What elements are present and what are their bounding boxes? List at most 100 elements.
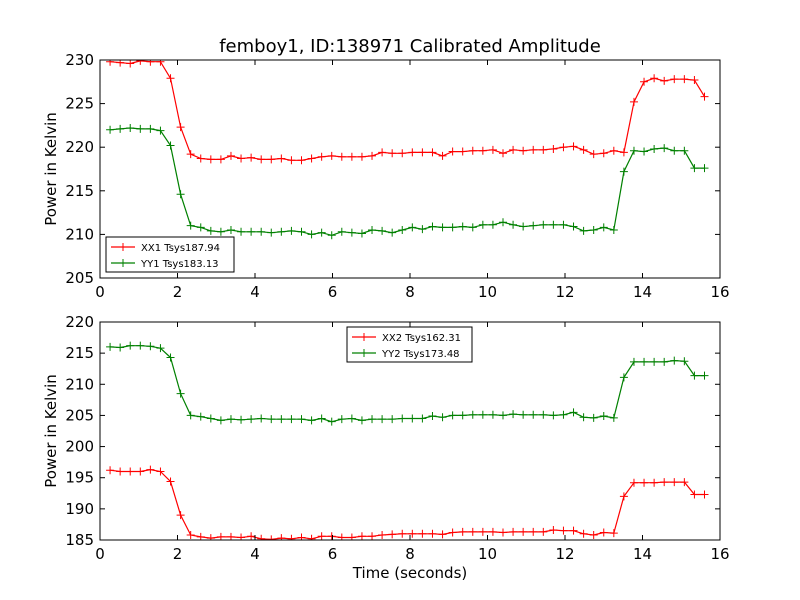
legend-marker [119,259,127,267]
data-point [458,222,467,231]
data-point [196,412,205,421]
data-point [307,416,316,425]
plot-area [106,341,709,540]
data-point [116,124,125,133]
data-point [700,92,709,101]
data-point [337,227,346,236]
data-point [438,413,447,422]
data-point [670,356,679,365]
data-point [559,410,568,419]
data-point [216,227,225,236]
data-point [619,492,628,501]
legend-label: XX2 Tsys162.31 [382,333,461,344]
data-point [277,227,286,236]
data-point [619,148,628,157]
data-point [116,343,125,352]
data-point [257,414,266,423]
data-point [156,60,165,66]
data-point [519,146,528,155]
data-point [488,145,497,154]
data-point [609,146,618,155]
data-point [297,415,306,424]
data-point [650,144,659,153]
data-point [408,223,417,232]
data-point [327,532,336,540]
data-point [146,60,155,66]
data-point [347,152,356,161]
legend: XX2 Tsys162.31 YY2 Tsys173.48 [346,326,473,363]
data-point [166,74,175,83]
y-axis-label: Power in Kelvin [42,374,60,488]
data-point [660,478,669,487]
data-point [589,413,598,422]
data-point [368,151,377,160]
data-point [488,410,497,419]
data-point [388,530,397,539]
data-point [589,226,598,235]
data-point [176,389,185,398]
data-point [166,141,175,150]
data-point [106,342,115,351]
x-axis-label: Time (seconds) [352,564,468,582]
legend-marker [119,243,127,251]
data-point [650,74,659,83]
data-point [267,535,276,540]
data-point [519,527,528,536]
y-tick-label: 230 [65,51,94,69]
data-point [257,534,266,540]
data-point [357,532,366,540]
data-point [156,126,165,135]
data-point [267,228,276,237]
y-tick-label: 195 [65,469,94,487]
data-point [277,154,286,163]
x-tick-label: 12 [555,545,574,563]
data-point [186,411,195,420]
data-point [106,125,115,134]
data-point [609,529,618,538]
data-point [640,77,649,86]
data-point [629,97,638,106]
data-point [307,230,316,239]
data-point [549,220,558,229]
data-point [629,357,638,366]
data-point [670,478,679,487]
data-point [700,371,709,380]
data-point [458,411,467,420]
data-point [136,467,145,476]
x-tick-label: 0 [95,545,105,563]
data-point [680,75,689,84]
x-tick-label: 12 [555,283,574,301]
data-point [660,144,669,153]
data-point [579,529,588,538]
data-point [438,530,447,539]
data-point [559,526,568,535]
data-point [690,164,699,173]
data-point [579,226,588,235]
data-point [247,532,256,540]
data-point [378,226,387,235]
data-point [368,415,377,424]
data-point [317,152,326,161]
data-point [287,156,296,165]
data-point [569,222,578,231]
data-point [206,534,215,540]
data-point [398,226,407,235]
data-point [418,414,427,423]
data-point [186,221,195,230]
legend-box [346,326,473,363]
data-point [398,529,407,538]
legend-box [105,236,235,273]
chart-panel-1: femboy1, ID:138971 Calibrated Amplitude 0… [42,36,730,301]
x-tick-label: 2 [173,283,183,301]
data-point [237,415,246,424]
data-point [378,531,387,540]
x-tick-label: 4 [250,545,260,563]
data-point [267,155,276,164]
x-tick-label: 0 [95,283,105,301]
data-point [257,227,266,236]
data-point [569,408,578,417]
data-point [428,412,437,421]
data-point [136,124,145,133]
data-point [347,228,356,237]
data-point [509,527,518,536]
